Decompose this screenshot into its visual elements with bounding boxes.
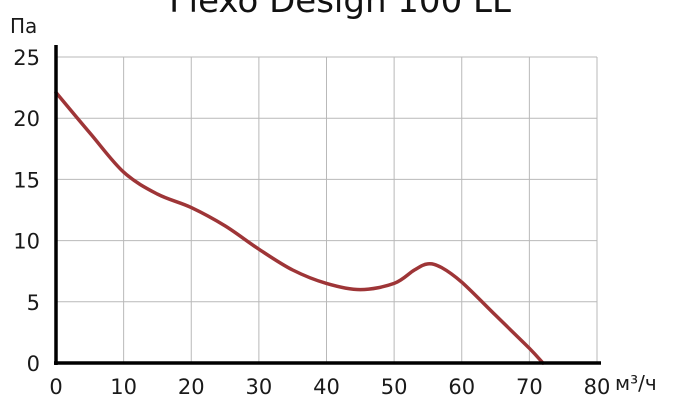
y-tick-label: 10 — [13, 230, 40, 254]
y-tick-label: 20 — [13, 107, 40, 131]
x-tick-label: 80 — [584, 375, 611, 399]
series-line — [54, 90, 545, 365]
x-tick-label: 20 — [178, 375, 205, 399]
y-tick-label: 0 — [27, 352, 40, 376]
grid-lines — [56, 56, 598, 363]
y-axis-unit-label: Па — [10, 14, 37, 38]
chart-title: Flexo Design 100 LL — [169, 0, 511, 21]
x-tick-label: 60 — [448, 375, 475, 399]
x-axis-unit-label: м³/ч — [615, 371, 657, 395]
x-tick-label: 30 — [246, 375, 273, 399]
y-tick-label: 15 — [13, 168, 40, 192]
x-tick-label: 70 — [516, 375, 543, 399]
x-tick-label: 40 — [313, 375, 340, 399]
y-tick-label: 25 — [13, 46, 40, 70]
tick-labels: 0 10 20 30 40 50 60 70 80 0 5 10 15 20 25 — [13, 46, 610, 399]
axes — [54, 45, 601, 365]
x-tick-label: 50 — [381, 375, 408, 399]
curve-layer — [54, 90, 545, 365]
x-tick-label: 0 — [49, 375, 62, 399]
x-tick-label: 10 — [110, 375, 137, 399]
y-tick-label: 5 — [27, 291, 40, 315]
